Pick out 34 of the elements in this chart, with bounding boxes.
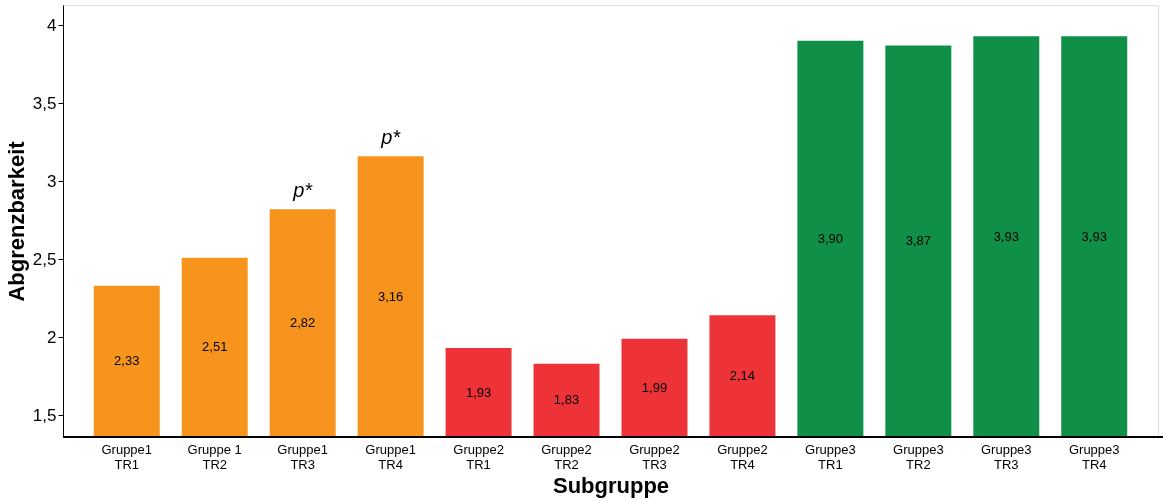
x-tick-label: Gruppe 1 TR2 [187,441,242,472]
data-label: 3,87 [905,233,931,249]
y-tick-label: 2 [47,327,57,347]
data-label: 2,14 [729,368,756,384]
y-tick-label: 4 [47,15,57,35]
annotation: p* [380,126,402,149]
data-label: 1,83 [553,392,580,408]
data-label: 3,90 [817,230,844,246]
data-label: 1,93 [465,384,492,400]
x-tick-label: Gruppe2 TR1 [453,441,504,472]
x-tick-label: Gruppe2 TR2 [541,441,592,472]
x-tick-label: Gruppe1 TR1 [101,441,153,472]
y-axis-title: Abgrenzbarkeit [3,140,29,302]
data-label: 2,51 [202,339,228,355]
x-tick-label: Gruppe3 TR4 [1068,441,1120,472]
y-tick-label: 1,5 [32,405,57,425]
data-label: 2,82 [290,315,316,331]
x-tick-label: Gruppe2 TR3 [629,441,680,472]
x-tick-label: Gruppe1 TR3 [277,441,328,472]
y-tick-label: 3,5 [32,93,57,113]
data-label: 2,33 [114,353,140,369]
x-tick-label: Gruppe1 TR4 [365,441,416,472]
data-label: 3,93 [993,228,1019,244]
data-label: 1,99 [641,379,668,395]
x-axis-title: Subgruppe [552,472,670,498]
x-tick-label: Gruppe3 TR3 [980,441,1032,472]
annotation: p* [292,179,314,202]
y-tick-label: 3 [47,171,57,191]
data-label: 3,93 [1081,228,1107,244]
x-tick-label: Gruppe2 TR4 [717,441,768,472]
x-tick-label: Gruppe3 TR2 [893,441,944,472]
data-label: 3,16 [377,288,404,304]
x-tick-label: Gruppe3 TR1 [805,441,856,472]
y-tick-label: 2,5 [32,249,57,269]
